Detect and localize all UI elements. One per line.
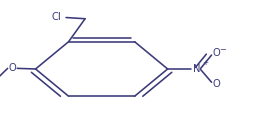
Text: −: − bbox=[219, 45, 226, 54]
Text: O: O bbox=[8, 63, 16, 73]
Text: O: O bbox=[213, 79, 221, 89]
Text: Cl: Cl bbox=[52, 12, 62, 22]
Text: +: + bbox=[202, 60, 208, 66]
Text: N: N bbox=[193, 64, 201, 74]
Text: O: O bbox=[213, 48, 221, 58]
